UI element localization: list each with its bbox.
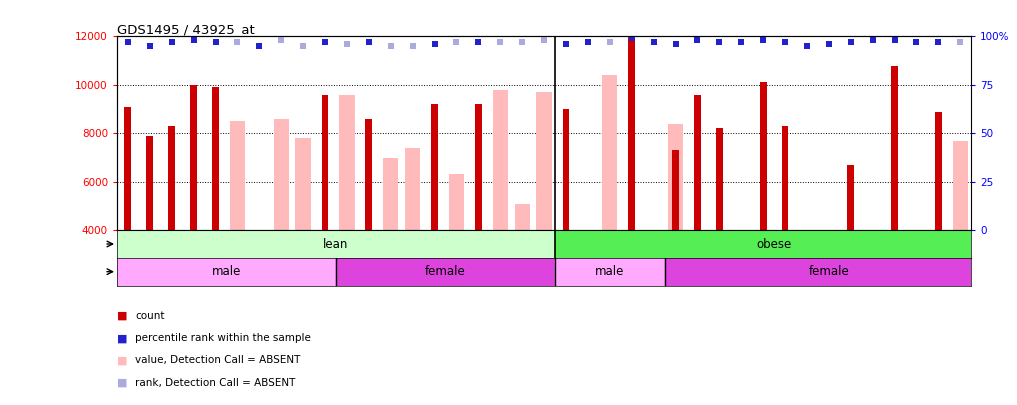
Bar [321, 95, 328, 230]
Bar [492, 90, 507, 230]
Point [251, 43, 267, 49]
Bar [760, 83, 767, 230]
Text: GDS1495 / 43925_at: GDS1495 / 43925_at [117, 23, 254, 36]
Bar [847, 165, 854, 230]
Bar [383, 158, 399, 230]
Bar [146, 136, 154, 230]
Point [536, 37, 552, 44]
Text: ■: ■ [117, 311, 127, 321]
Point [229, 39, 245, 45]
Point [887, 37, 903, 44]
Text: ■: ■ [117, 378, 127, 388]
Point [141, 43, 158, 49]
Bar [296, 138, 311, 230]
Point [426, 41, 442, 47]
Point [711, 39, 727, 45]
Point [295, 43, 311, 49]
Bar [168, 126, 175, 230]
Point [470, 39, 486, 45]
Bar [602, 75, 617, 230]
Bar [664, 258, 971, 286]
Point [623, 35, 640, 42]
Bar [515, 204, 530, 230]
Bar [555, 258, 664, 286]
Point [864, 37, 881, 44]
Bar [891, 66, 898, 230]
Bar [190, 85, 197, 230]
Point [602, 39, 618, 45]
Point [514, 39, 530, 45]
Bar [274, 119, 289, 230]
Text: male: male [595, 265, 624, 278]
Point [164, 39, 180, 45]
Bar [117, 230, 555, 258]
Text: count: count [135, 311, 165, 321]
Bar [124, 107, 131, 230]
Text: lean: lean [323, 237, 349, 251]
Bar [475, 104, 482, 230]
Bar [431, 104, 438, 230]
Point [120, 39, 136, 45]
Point [361, 39, 377, 45]
Bar [448, 175, 464, 230]
Point [690, 37, 706, 44]
Point [733, 39, 750, 45]
Bar [230, 121, 245, 230]
Bar [340, 95, 355, 230]
Point [755, 37, 771, 44]
Point [207, 39, 224, 45]
Bar [336, 258, 555, 286]
Bar [672, 150, 679, 230]
Bar [629, 36, 636, 230]
Text: percentile rank within the sample: percentile rank within the sample [135, 333, 311, 343]
Bar [213, 87, 219, 230]
Bar [716, 128, 723, 230]
Point [580, 39, 596, 45]
Text: female: female [425, 265, 466, 278]
Text: ■: ■ [117, 356, 127, 365]
Bar [694, 95, 701, 230]
Bar [782, 126, 788, 230]
Point [274, 37, 290, 44]
Point [317, 39, 334, 45]
Point [185, 37, 201, 44]
Point [777, 39, 793, 45]
Bar [405, 148, 420, 230]
Point [667, 41, 683, 47]
Text: rank, Detection Call = ABSENT: rank, Detection Call = ABSENT [135, 378, 296, 388]
Text: female: female [809, 265, 849, 278]
Bar [365, 119, 372, 230]
Bar [668, 124, 683, 230]
Bar [555, 230, 971, 258]
Bar [562, 109, 570, 230]
Point [339, 41, 355, 47]
Point [558, 41, 575, 47]
Point [821, 41, 837, 47]
Text: obese: obese [757, 237, 791, 251]
Point [798, 43, 815, 49]
Point [908, 39, 924, 45]
Text: value, Detection Call = ABSENT: value, Detection Call = ABSENT [135, 356, 301, 365]
Point [448, 39, 465, 45]
Text: ■: ■ [117, 333, 127, 343]
Point [405, 43, 421, 49]
Point [382, 43, 399, 49]
Point [931, 39, 947, 45]
Bar [536, 92, 552, 230]
Bar [953, 141, 968, 230]
Bar [935, 111, 942, 230]
Bar [117, 258, 336, 286]
Point [492, 39, 508, 45]
Text: male: male [212, 265, 241, 278]
Point [952, 39, 968, 45]
Point [646, 39, 662, 45]
Point [843, 39, 859, 45]
